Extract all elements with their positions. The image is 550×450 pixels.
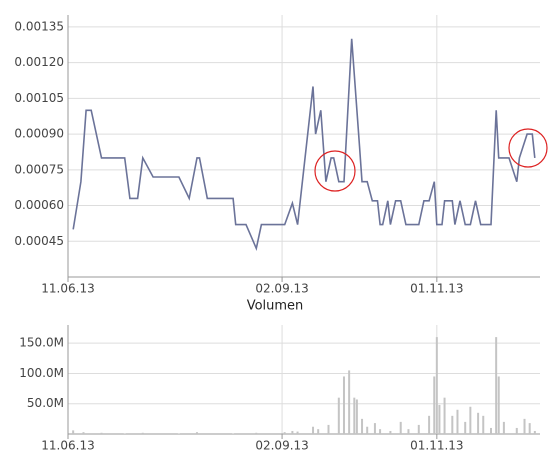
x-tick-label: 11.06.13 xyxy=(41,439,94,450)
volume-bar xyxy=(123,433,126,434)
volume-bar xyxy=(407,429,410,434)
y-tick-label: 0.00045 xyxy=(14,234,64,248)
highlight-circle xyxy=(314,150,356,192)
volume-bar xyxy=(533,430,536,434)
volume-bar xyxy=(435,337,438,434)
y-tick-label: 0.00105 xyxy=(14,91,64,105)
volume-bar xyxy=(348,370,351,434)
volume-bar xyxy=(417,424,420,434)
y-tick-label: 0.00090 xyxy=(14,127,64,141)
x-tick-label: 02.09.13 xyxy=(255,439,308,450)
volume-bar xyxy=(515,427,518,434)
volume-bar xyxy=(195,432,198,434)
volume-bar xyxy=(255,432,258,434)
volume-bar xyxy=(342,376,345,434)
x-tick-label: 01.11.13 xyxy=(410,439,463,450)
volume-bar xyxy=(353,397,356,434)
y-tick-label: 0.00060 xyxy=(14,198,64,212)
volume-title: Volumen xyxy=(247,299,304,314)
x-tick-label: 02.09.13 xyxy=(255,282,308,296)
highlight-circle xyxy=(508,128,548,168)
volume-bar xyxy=(528,423,531,434)
volume-bar xyxy=(283,432,286,434)
volume-bar xyxy=(469,406,472,434)
volume-bar xyxy=(312,426,315,434)
y-tick-label: 150.0M xyxy=(19,336,64,350)
volume-bar xyxy=(482,415,485,434)
x-tick-label: 11.06.13 xyxy=(41,282,94,296)
volume-bar xyxy=(502,421,505,434)
volume-bar xyxy=(443,397,446,434)
volume-bar xyxy=(399,421,402,434)
volume-bar xyxy=(495,337,498,434)
volume-bar xyxy=(489,427,492,434)
volume-bar xyxy=(428,415,431,434)
volume-bar xyxy=(82,432,85,434)
volume-bar xyxy=(373,423,376,434)
x-tick-label: 01.11.13 xyxy=(410,282,463,296)
y-tick-label: 100.0M xyxy=(19,366,64,380)
y-tick-label: 0.00120 xyxy=(14,55,64,69)
price-line xyxy=(72,38,536,252)
volume-bar xyxy=(317,429,320,434)
volume-bar xyxy=(389,430,392,434)
y-tick-label: 0.00135 xyxy=(14,19,64,33)
volume-bar xyxy=(477,412,480,434)
volume-bar xyxy=(433,376,436,434)
volume-bar xyxy=(355,399,358,434)
volume-bar xyxy=(291,430,294,434)
volume-bar xyxy=(100,432,103,434)
volume-bar xyxy=(451,415,454,434)
volume-bar xyxy=(177,433,180,434)
volume-bar xyxy=(456,409,459,434)
volume-bar xyxy=(296,431,299,434)
volume-bar xyxy=(361,418,364,434)
volume-bar xyxy=(379,429,382,434)
volume-bar xyxy=(337,397,340,434)
volume-bar xyxy=(438,404,441,434)
y-tick-label: 0.00075 xyxy=(14,162,64,176)
volume-bar xyxy=(366,426,369,434)
volume-bar xyxy=(523,418,526,434)
volume-bar xyxy=(464,421,467,434)
y-tick-label: 50.0M xyxy=(27,396,64,410)
volume-bar xyxy=(232,433,235,434)
volume-bar xyxy=(327,424,330,434)
volume-bar xyxy=(72,430,75,434)
volume-bar xyxy=(141,432,144,434)
volume-bar xyxy=(497,376,500,434)
